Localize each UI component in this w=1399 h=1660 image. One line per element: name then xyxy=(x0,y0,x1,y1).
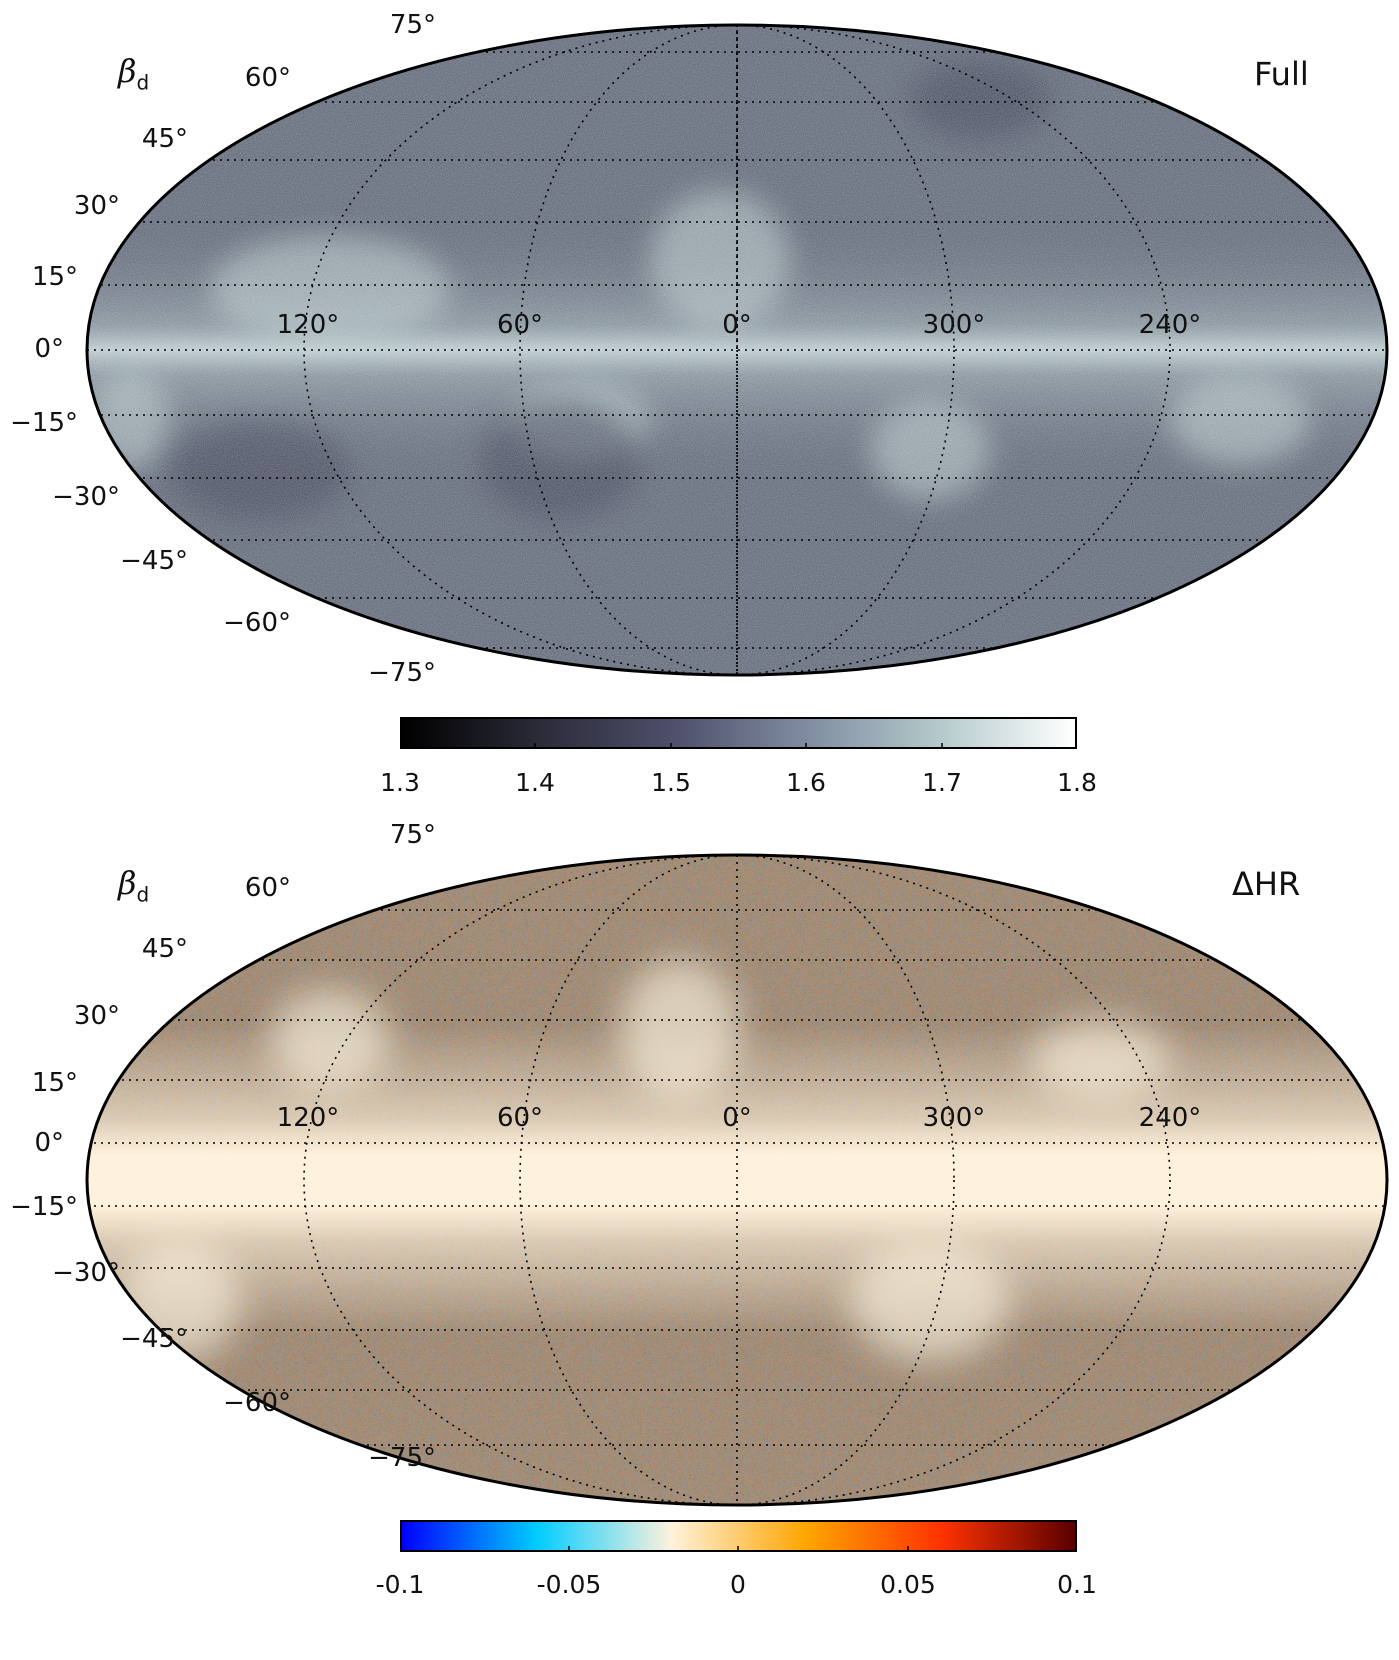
colorbar-tick: 1.3 xyxy=(380,768,420,797)
lat-label: 30° xyxy=(73,1001,120,1031)
colorbar xyxy=(400,717,1077,749)
lat-label: 60° xyxy=(244,873,291,903)
lat-label: −15° xyxy=(10,408,78,438)
colorbar-tick: 1.7 xyxy=(922,768,962,797)
lon-label: 300° xyxy=(922,310,986,340)
symbol-beta-d: βd xyxy=(118,864,150,907)
lat-label: −75° xyxy=(368,1443,436,1473)
lon-label: 240° xyxy=(1138,1103,1202,1133)
lat-label: −45° xyxy=(120,1324,188,1354)
lat-label: 45° xyxy=(141,124,188,154)
colorbar-ticks xyxy=(534,743,943,749)
lat-label: −60° xyxy=(223,608,291,638)
lat-label: −30° xyxy=(52,482,120,512)
colorbar-tick: 0.1 xyxy=(1057,1570,1097,1599)
symbol-beta-d: βd xyxy=(118,52,150,95)
colorbar-tick: 1.8 xyxy=(1057,768,1097,797)
colorbar-ticks xyxy=(568,1546,909,1552)
colorbar-tick: -0.05 xyxy=(536,1570,602,1599)
panel-tag: ΔHR xyxy=(1232,865,1301,903)
lat-label: 45° xyxy=(141,934,188,964)
lat-label: 0° xyxy=(34,1128,64,1158)
lon-label: 0° xyxy=(722,310,752,340)
colorbar-tick: 1.5 xyxy=(651,768,691,797)
lon-label: 120° xyxy=(276,1103,340,1133)
mollweide-map-full xyxy=(85,23,1389,677)
colorbar-tick: -0.1 xyxy=(375,1570,425,1599)
panel-full: βd Full 75° 60° 45° 30° 15° 0° −15° −30°… xyxy=(10,10,1389,797)
lat-label: 15° xyxy=(31,262,78,292)
panel-tag: Full xyxy=(1254,55,1309,93)
lat-label: 75° xyxy=(389,820,436,850)
lon-label: 300° xyxy=(922,1103,986,1133)
lat-label: 0° xyxy=(34,334,64,364)
lat-label: 60° xyxy=(244,63,291,93)
colorbar-tick: 1.4 xyxy=(515,768,555,797)
lon-label: 60° xyxy=(496,1103,544,1133)
lat-label: −60° xyxy=(223,1388,291,1418)
lon-label: 60° xyxy=(496,310,544,340)
lat-label: −45° xyxy=(120,546,188,576)
panel-delta-hr: βd ΔHR 75° 60° 45° 30° 15° 0° −15° −30° … xyxy=(0,822,1399,1660)
mollweide-map-delta-hr xyxy=(85,853,1389,1507)
lat-label: 15° xyxy=(31,1068,78,1098)
lat-label: −75° xyxy=(368,658,436,688)
lat-label: −15° xyxy=(10,1192,78,1222)
lat-label: 30° xyxy=(73,191,120,221)
lat-label: 75° xyxy=(389,10,436,40)
colorbar-tick: 0.05 xyxy=(880,1570,936,1599)
lon-label: 120° xyxy=(276,310,340,340)
lon-label: 240° xyxy=(1138,310,1202,340)
colorbar-tick: 1.6 xyxy=(786,768,826,797)
lon-label: 0° xyxy=(722,1103,752,1133)
colorbar-tick: 0 xyxy=(730,1570,746,1599)
lat-label: −30° xyxy=(52,1258,120,1288)
